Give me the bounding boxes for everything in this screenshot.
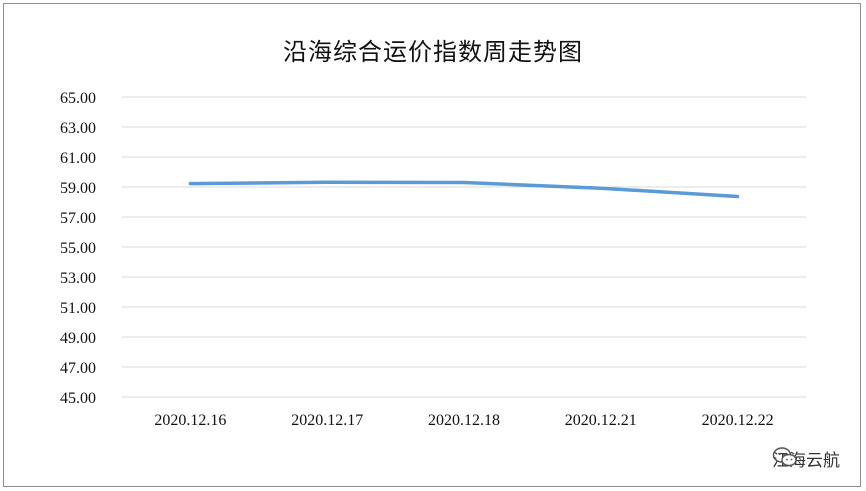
chart-frame — [3, 3, 861, 487]
y-tick-label: 49.00 — [60, 330, 96, 347]
y-tick-label: 61.00 — [60, 150, 96, 167]
x-tick-label: 2020.12.17 — [291, 412, 363, 429]
chart-title: 沿海综合运价指数周走势图 — [283, 38, 583, 66]
series-lines — [188, 180, 740, 199]
y-tick-label: 63.00 — [60, 120, 96, 137]
y-tick-label: 55.00 — [60, 240, 96, 257]
y-tick-label: 53.00 — [60, 270, 96, 287]
x-tick-label: 2020.12.22 — [702, 412, 774, 429]
y-tick-label: 47.00 — [60, 360, 96, 377]
y-tick-label: 45.00 — [60, 390, 96, 407]
x-axis-ticks: 2020.12.16 2020.12.17 2020.12.18 2020.12.21… — [154, 412, 773, 429]
x-tick-label: 2020.12.21 — [565, 412, 637, 429]
x-tick-label: 2020.12.16 — [154, 412, 226, 429]
y-tick-label: 59.00 — [60, 180, 96, 197]
y-tick-label: 57.00 — [60, 210, 96, 227]
y-axis-ticks: 65.00 63.00 61.00 59.00 57.00 55.00 53.00 51.00… — [60, 90, 96, 407]
series-line — [188, 180, 740, 199]
gridlines — [122, 96, 806, 398]
x-tick-label: 2020.12.18 — [428, 412, 500, 429]
y-tick-label: 51.00 — [60, 300, 96, 317]
y-tick-label: 65.00 — [60, 90, 96, 107]
wechat-icon — [772, 447, 797, 467]
watermark: 江海云航 — [772, 446, 840, 471]
